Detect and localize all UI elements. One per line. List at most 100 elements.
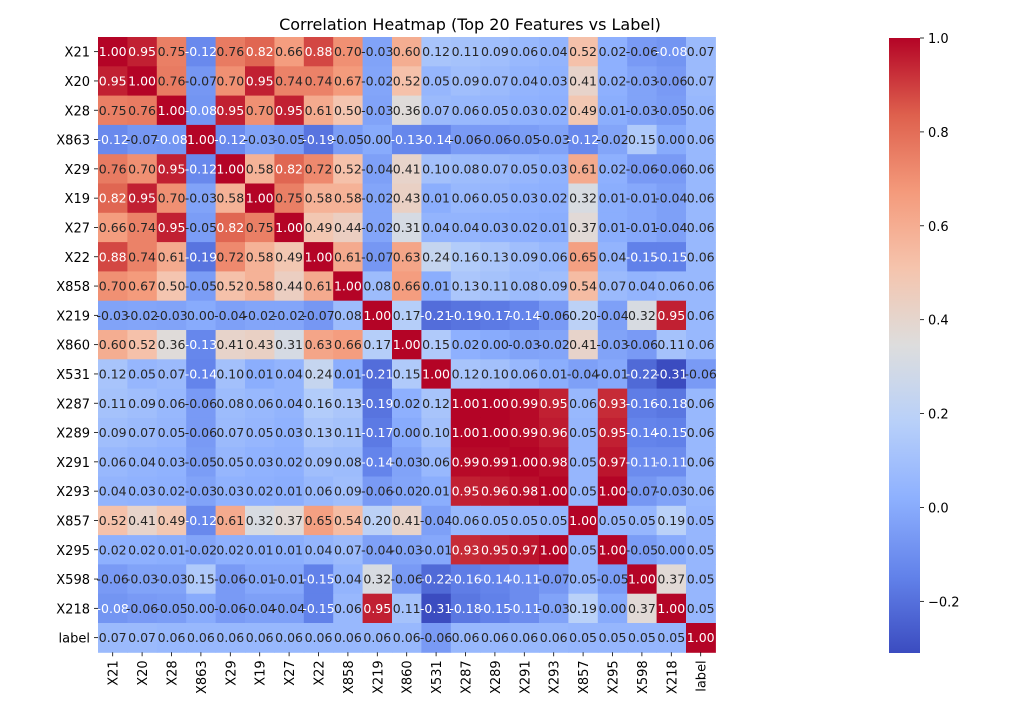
heatmap-cell-label: 0.05: [569, 630, 597, 645]
heatmap-cell: [627, 564, 658, 595]
heatmap-cell: [245, 124, 275, 155]
heatmap-cell-label: 1.00: [128, 73, 156, 88]
heatmap-cell: [186, 183, 217, 214]
heatmap-cell-label: 0.74: [128, 249, 156, 264]
heatmap-cell-label: -0.14: [420, 132, 452, 147]
heatmap-cell: [568, 476, 599, 507]
heatmap-cell: [627, 300, 658, 331]
heatmap-cell-label: 0.70: [128, 161, 156, 176]
heatmap-cell-label: 0.03: [540, 161, 568, 176]
heatmap-cell: [597, 593, 628, 624]
heatmap-cell: [509, 417, 540, 448]
heatmap-cell: [421, 154, 452, 184]
heatmap-cell: [362, 447, 393, 477]
heatmap-cell-label: -0.02: [126, 308, 158, 323]
heatmap-cell-label: 0.06: [216, 630, 244, 645]
colorbar-tick-label: 1.0: [928, 32, 949, 47]
heatmap-cell: [627, 66, 658, 97]
heatmap-cell-label: -0.05: [185, 279, 217, 294]
heatmap-cell-label: 0.06: [687, 103, 715, 118]
heatmap-cell: [215, 623, 246, 653]
heatmap-cell: [274, 359, 305, 390]
heatmap-cell: [362, 271, 393, 302]
heatmap-cell: [274, 593, 305, 624]
heatmap-cell-label: 0.01: [599, 191, 627, 206]
heatmap-cell: [480, 183, 511, 214]
heatmap-cell-label: 0.06: [452, 513, 480, 528]
heatmap-cell: [333, 564, 364, 595]
heatmap-cell-label: -0.04: [361, 161, 393, 176]
heatmap-cell: [392, 388, 422, 419]
heatmap-cell-label: -0.08: [97, 601, 129, 616]
heatmap-cell: [509, 212, 540, 243]
heatmap-cell: [127, 183, 158, 214]
heatmap-cell: [421, 95, 452, 126]
heatmap-cells: [98, 37, 716, 653]
heatmap-cell: [450, 535, 481, 565]
heatmap-cell-label: 0.07: [599, 279, 627, 294]
heatmap-cell: [421, 212, 452, 243]
heatmap-cell: [656, 623, 687, 653]
heatmap-cell: [597, 388, 628, 419]
heatmap-cell: [656, 183, 687, 214]
heatmap-cell-label: 0.06: [334, 630, 362, 645]
heatmap-cell: [568, 37, 599, 67]
heatmap-cell: [127, 564, 158, 595]
heatmap-cell: [127, 505, 158, 536]
heatmap-cell-label: 0.12: [422, 44, 450, 59]
heatmap-cell-label: -0.06: [479, 132, 511, 147]
heatmap-cell: [480, 300, 511, 331]
heatmap-cell: [215, 447, 246, 477]
heatmap-cell-label: 0.32: [628, 308, 656, 323]
heatmap-cell-label: 0.17: [393, 308, 421, 323]
heatmap-cell: [245, 417, 275, 448]
y-tick-label: X857: [56, 514, 90, 529]
heatmap-cell-label: 0.41: [128, 513, 156, 528]
heatmap-cell: [127, 242, 158, 272]
y-tick-label: X219: [56, 309, 90, 324]
heatmap-cell: [156, 37, 187, 67]
heatmap-cell-label: -0.07: [538, 572, 570, 587]
heatmap-cell-label: 0.06: [687, 484, 715, 499]
y-tick-label: X598: [56, 573, 90, 588]
heatmap-cell-label: -0.06: [626, 337, 658, 352]
heatmap-cell-label: -0.01: [244, 572, 276, 587]
heatmap-cell: [186, 505, 217, 536]
heatmap-cell-label: 0.82: [275, 161, 303, 176]
heatmap-cell-label: 0.44: [334, 220, 362, 235]
heatmap-cell-label: -0.04: [655, 191, 687, 206]
heatmap-cell-label: 0.41: [393, 513, 421, 528]
heatmap-cell: [186, 476, 217, 507]
heatmap-cell: [98, 564, 128, 595]
heatmap-cell: [392, 154, 422, 184]
heatmap-cell-label: 0.13: [452, 279, 480, 294]
heatmap-cell: [98, 95, 128, 126]
heatmap-cell-label: 0.76: [99, 161, 127, 176]
heatmap-cell-label: 0.03: [510, 191, 538, 206]
heatmap-cell-label: 0.16: [452, 249, 480, 264]
heatmap-cell: [245, 242, 275, 272]
heatmap-cell-label: -0.05: [273, 132, 305, 147]
heatmap-cell: [480, 212, 511, 243]
heatmap-cell: [333, 623, 364, 653]
heatmap-cell-label: 0.01: [246, 542, 274, 557]
heatmap-cell-label: 0.13: [334, 396, 362, 411]
heatmap-cell: [509, 66, 540, 97]
heatmap-cell: [362, 564, 393, 595]
heatmap-cell: [392, 476, 422, 507]
heatmap-cell-label: -0.11: [626, 454, 658, 469]
heatmap-cell-label: -0.02: [244, 308, 276, 323]
heatmap-cell: [186, 388, 217, 419]
heatmap-cell: [539, 359, 569, 390]
heatmap-cell: [127, 271, 158, 302]
heatmap-cell-label: -0.06: [214, 601, 246, 616]
heatmap-cell-label: -0.06: [626, 161, 658, 176]
heatmap-cell: [480, 271, 511, 302]
heatmap-cell: [362, 300, 393, 331]
heatmap-cell: [539, 417, 569, 448]
heatmap-cell: [597, 37, 628, 67]
heatmap-cell: [686, 95, 716, 126]
heatmap-cell: [450, 564, 481, 595]
heatmap-cell: [333, 183, 364, 214]
heatmap-cell: [539, 154, 569, 184]
